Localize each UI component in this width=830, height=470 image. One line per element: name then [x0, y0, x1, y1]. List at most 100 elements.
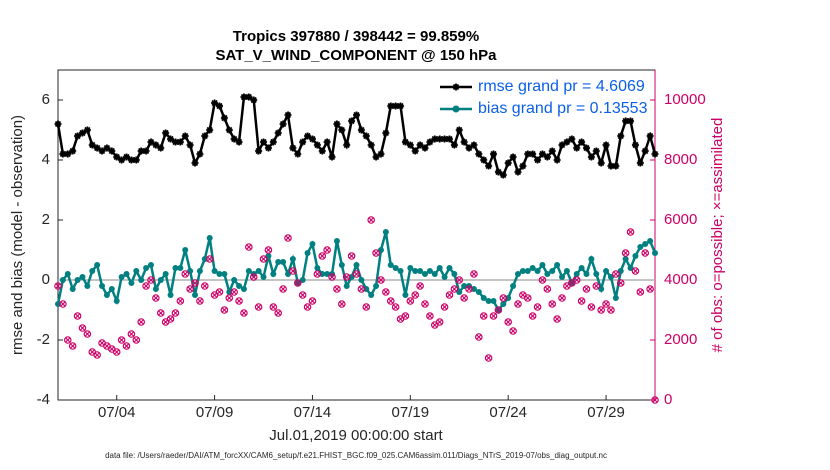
obs-assimilated-marker: [403, 313, 408, 319]
rmse-marker: [387, 102, 395, 110]
obs-assimilated-marker: [442, 304, 448, 310]
obs-possible-marker: [122, 342, 131, 350]
obs-possible-marker: [386, 297, 395, 305]
obs-possible-marker: [367, 216, 375, 224]
obs-assimilated-marker: [530, 313, 536, 319]
rmse-marker: [132, 156, 140, 164]
obs-assimilated-marker: [564, 283, 570, 289]
rmse-marker: [157, 144, 165, 152]
obs-possible-marker: [298, 291, 307, 299]
obs-assimilated-marker: [261, 256, 266, 262]
obs-possible-marker: [152, 294, 160, 302]
rmse-marker: [323, 138, 331, 146]
obs-assimilated-marker: [412, 292, 418, 298]
rmse-marker: [568, 135, 576, 143]
bias-marker: [490, 298, 497, 304]
rmse-marker: [534, 156, 542, 164]
bias-marker: [603, 268, 610, 274]
obs-assimilated-marker: [241, 310, 247, 316]
bias-marker: [167, 292, 174, 298]
rmse-marker: [333, 120, 341, 128]
bias-marker: [74, 277, 81, 283]
obs-possible-marker: [484, 354, 493, 362]
obs-assimilated-marker: [182, 271, 188, 277]
obs-assimilated-marker: [197, 298, 203, 304]
rmse-marker: [225, 126, 233, 134]
bias-marker: [632, 253, 639, 259]
obs-assimilated-marker: [168, 316, 173, 322]
rmse-marker: [318, 147, 326, 155]
rmse-marker: [191, 159, 199, 167]
x-tick-label: 07/19: [392, 404, 430, 421]
obs-assimilated-marker: [368, 217, 374, 223]
rmse-marker: [641, 147, 649, 155]
obs-possible-marker: [254, 303, 263, 311]
obs-possible-marker: [543, 285, 552, 293]
obs-possible-marker: [553, 315, 561, 323]
bias-marker: [231, 277, 238, 283]
obs-assimilated-marker: [525, 295, 531, 301]
rmse-marker: [411, 147, 419, 155]
bias-marker: [113, 298, 120, 304]
bias-marker: [123, 271, 130, 277]
rmse-marker: [426, 138, 434, 146]
rmse-marker: [69, 147, 77, 155]
obs-possible-marker: [112, 348, 121, 356]
obs-assimilated-marker: [143, 283, 149, 289]
obs-possible-marker: [83, 330, 92, 338]
obs-possible-marker: [406, 297, 415, 305]
obs-possible-marker: [220, 306, 229, 314]
rmse-marker: [260, 138, 268, 146]
obs-assimilated-marker: [407, 298, 413, 304]
rmse-marker: [553, 156, 561, 164]
bias-marker: [642, 241, 649, 247]
obs-assimilated-marker: [603, 301, 609, 307]
rmse-marker: [406, 141, 414, 149]
bias-marker: [652, 250, 658, 256]
bias-marker: [544, 271, 551, 277]
rmse-marker: [372, 153, 380, 161]
rmse-marker: [78, 129, 86, 137]
rmse-marker: [304, 132, 312, 140]
obs-possible-marker: [470, 270, 478, 278]
obs-assimilated-marker: [158, 310, 164, 316]
bias-marker: [333, 238, 340, 244]
obs-assimilated-marker: [285, 235, 291, 241]
obs-possible-marker: [416, 282, 424, 290]
obs-possible-marker: [68, 342, 77, 350]
obs-assimilated-marker: [133, 337, 139, 343]
bias-marker: [554, 262, 561, 268]
rmse-marker: [88, 141, 96, 149]
rmse-marker: [367, 141, 375, 149]
y-tick-label: -4: [37, 391, 50, 408]
obs-possible-marker: [475, 333, 483, 341]
obs-possible-marker: [347, 252, 356, 260]
rmse-marker: [211, 99, 219, 107]
bias-marker: [382, 229, 389, 235]
obs-assimilated-marker: [427, 313, 433, 319]
obs-assimilated-marker: [119, 337, 125, 343]
rmse-marker: [186, 141, 194, 149]
bias-marker: [485, 298, 492, 304]
rmse-marker: [289, 144, 297, 152]
rmse-marker: [64, 150, 72, 158]
obs-possible-marker: [235, 297, 243, 305]
bias-marker: [373, 283, 380, 289]
obs-possible-marker: [465, 285, 473, 293]
bias-marker: [289, 256, 296, 262]
obs-assimilated-marker: [55, 283, 61, 289]
obs-possible-marker: [279, 285, 287, 293]
obs-possible-marker: [533, 303, 542, 311]
obs-possible-marker: [489, 312, 498, 320]
obs-assimilated-marker: [628, 229, 633, 235]
bias-marker: [236, 283, 243, 289]
bias-marker: [211, 268, 218, 274]
bias-marker: [412, 268, 419, 274]
legend-marker: [452, 105, 460, 113]
obs-assimilated-marker: [515, 301, 521, 307]
obs-possible-marker: [558, 294, 566, 302]
obs-possible-marker: [132, 336, 141, 344]
obs-assimilated-marker: [138, 319, 144, 325]
obs-assimilated-marker: [388, 298, 394, 304]
rmse-marker: [499, 171, 507, 179]
